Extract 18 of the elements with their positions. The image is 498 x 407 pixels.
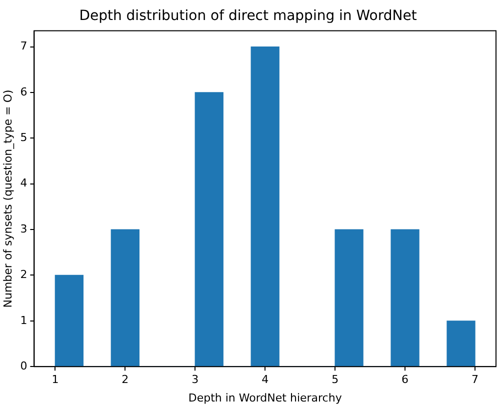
x-tick-label: 5	[332, 373, 339, 386]
x-tick-label: 7	[472, 373, 479, 386]
y-tick-label: 0	[20, 359, 28, 372]
y-axis-title: Number of synsets (question_type = O)	[1, 90, 14, 308]
x-tick-label: 2	[122, 373, 129, 386]
x-tick-label: 4	[262, 373, 269, 386]
y-tick-label: 4	[20, 176, 28, 190]
x-tick-label: 6	[402, 373, 409, 386]
y-tick-label: 6	[20, 85, 28, 98]
x-tick-label: 3	[192, 373, 199, 386]
x-axis-title: Depth in WordNet hierarchy	[188, 391, 342, 404]
chart-title: Depth distribution of direct mapping in WordNet	[79, 8, 418, 24]
x-tick-label: 1	[52, 373, 59, 386]
y-tick-label: 7	[20, 40, 28, 53]
y-tick-label: 1	[20, 314, 28, 327]
y-tick-label: 2	[20, 268, 28, 282]
y-tick-label: 5	[20, 131, 28, 144]
y-tick-label: 3	[20, 222, 28, 236]
